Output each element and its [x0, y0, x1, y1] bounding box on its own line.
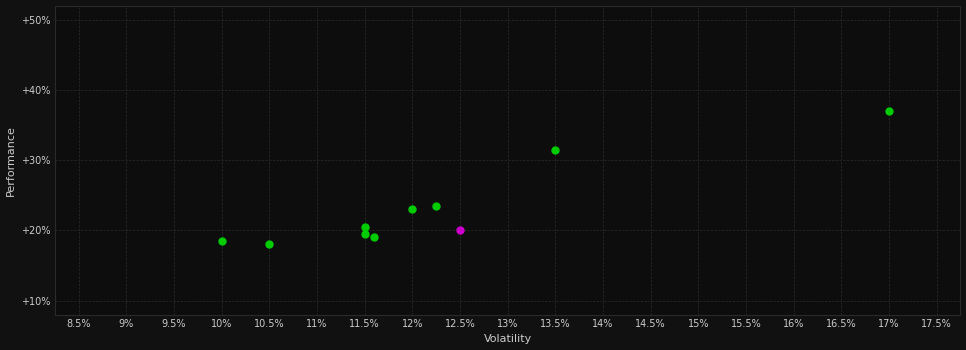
Point [452, 228, 468, 233]
Point [356, 224, 372, 230]
X-axis label: Volatility: Volatility [484, 335, 531, 344]
Point [881, 108, 896, 114]
Point [405, 206, 420, 212]
Point [428, 203, 443, 209]
Y-axis label: Performance: Performance [6, 125, 15, 196]
Point [548, 147, 563, 152]
Point [356, 231, 372, 237]
Point [262, 241, 277, 247]
Point [366, 234, 382, 240]
Point [213, 238, 229, 244]
